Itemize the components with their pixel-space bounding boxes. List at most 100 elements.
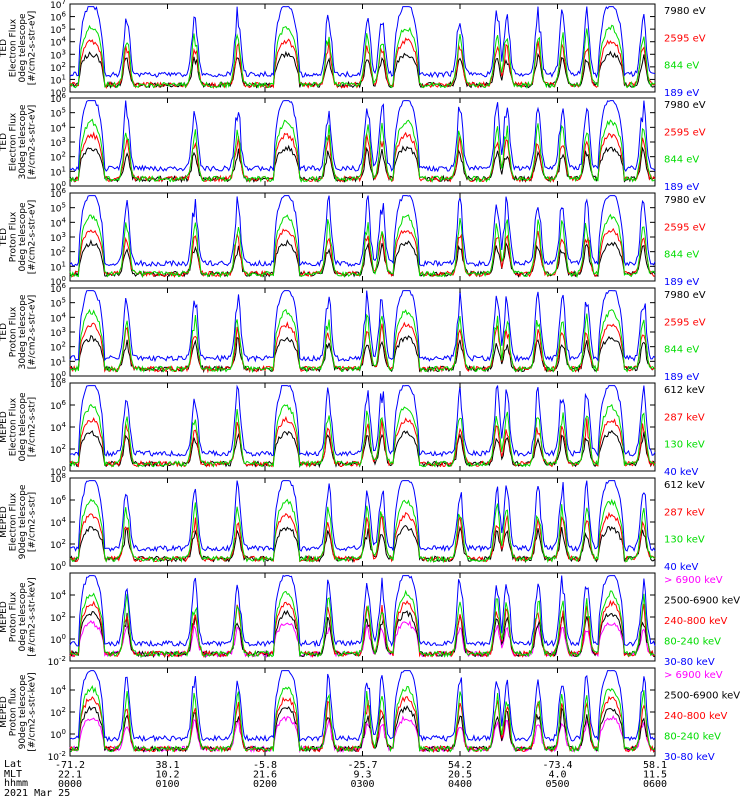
y-tick-label: 105 xyxy=(50,23,66,36)
legend-entry: 40 keV xyxy=(664,562,698,573)
legend-entry: > 6900 keV xyxy=(664,575,723,586)
x-tick-label: 0600 xyxy=(643,779,667,790)
series-trace xyxy=(69,670,656,743)
legend-entry: 189 eV xyxy=(664,277,699,288)
y-tick-label: 102 xyxy=(50,151,66,164)
y-axis-label: MEPEDProton Flux0deg telescope[#/cm2-s-s… xyxy=(0,577,38,656)
y-tick-label: 104 xyxy=(50,311,66,324)
y-tick-label: 100 xyxy=(50,86,66,99)
y-tick-label: 102 xyxy=(50,443,66,456)
x-tick-label: 4.0 xyxy=(548,770,566,781)
legend-entry: 7980 eV xyxy=(664,290,706,301)
y-tick-label: 106 xyxy=(50,494,66,507)
y-tick-label: 102 xyxy=(50,61,66,74)
legend-entry: 7980 eV xyxy=(664,195,706,206)
y-tick-label: 106 xyxy=(50,11,66,24)
legend-entry: 130 keV xyxy=(664,440,705,451)
series-trace xyxy=(69,213,656,279)
hhmm-row-label: hhmm xyxy=(4,778,29,789)
y-tick-label: 104 xyxy=(50,589,66,602)
legend-entry: 30-80 keV xyxy=(664,657,715,668)
legend-entry: 844 eV xyxy=(664,61,699,72)
y-tick-label: 10-2 xyxy=(48,655,66,668)
y-tick-label: 100 xyxy=(50,465,66,478)
series-trace xyxy=(69,194,656,268)
y-tick-label: 103 xyxy=(50,326,66,339)
legend-entry: 189 eV xyxy=(664,88,699,99)
y-tick-label: 106 xyxy=(50,187,66,200)
y-tick-label: 102 xyxy=(50,706,66,719)
legend-entry: 287 keV xyxy=(664,412,705,423)
panel-5: 100 102 104 106 108 MEPEDElectron Flux0deg te… xyxy=(0,377,705,478)
series-trace xyxy=(69,714,656,754)
series-trace xyxy=(69,403,656,468)
x-tick-label: 0500 xyxy=(545,779,569,790)
legend-entry: 80-240 keV xyxy=(664,732,721,743)
legend-entry: 844 eV xyxy=(664,250,699,261)
legend-entry: 2595 eV xyxy=(664,222,706,233)
legend-entry: 612 keV xyxy=(664,385,705,396)
y-tick-label: 102 xyxy=(50,538,66,551)
legend-entry: 40 keV xyxy=(664,467,698,478)
y-tick-label: 100 xyxy=(50,560,66,573)
panel-7: 10-2 100 102 104 MEPEDProton Flux0deg telesc… xyxy=(0,572,740,668)
y-tick-label: 100 xyxy=(50,370,66,383)
x-tick-label: 21.6 xyxy=(253,770,277,781)
legend-entry: 189 eV xyxy=(664,182,699,193)
y-tick-label: 101 xyxy=(50,260,66,273)
x-tick-label: -5.8 xyxy=(253,760,277,771)
series-trace xyxy=(69,100,656,173)
series-trace xyxy=(69,24,656,90)
x-tick-label: 0200 xyxy=(253,779,277,790)
series-trace xyxy=(69,321,656,374)
series-trace xyxy=(69,227,656,278)
legend-entry: 612 keV xyxy=(664,480,705,491)
y-tick-label: 106 xyxy=(50,399,66,412)
x-tick-label: 38.1 xyxy=(155,760,179,771)
y-tick-label: 104 xyxy=(50,516,66,529)
legend-entry: 189 eV xyxy=(664,372,699,383)
mlt-row-label: MLT xyxy=(4,768,23,780)
series-trace xyxy=(69,5,656,79)
series-trace xyxy=(69,384,656,458)
x-tick-label: 0400 xyxy=(448,779,472,790)
x-tick-label: -73.4 xyxy=(542,760,572,771)
y-tick-label: 104 xyxy=(50,684,66,697)
legend-entry: 240-800 keV xyxy=(664,616,728,627)
y-axis-label: TEDElectron Flux30deg telescope[#/cm2-s-… xyxy=(0,104,38,179)
series-trace xyxy=(69,498,656,564)
x-tick-label: 22.1 xyxy=(58,770,82,781)
y-tick-label: 106 xyxy=(50,92,66,105)
series-trace xyxy=(69,290,656,363)
legend-entry: 2500-6900 keV xyxy=(664,596,740,607)
y-tick-label: 100 xyxy=(50,180,66,193)
legend-entry: > 6900 keV xyxy=(664,670,723,681)
y-tick-label: 108 xyxy=(50,472,66,485)
y-tick-label: 10-2 xyxy=(48,750,66,763)
y-tick-label: 102 xyxy=(50,341,66,354)
y-tick-label: 104 xyxy=(50,421,66,434)
y-tick-label: 103 xyxy=(50,136,66,149)
x-tick-label: 54.2 xyxy=(448,760,472,771)
legend-entry: 287 keV xyxy=(664,507,705,518)
y-axis-label: MEPEDProton flux90deg telescope[#/cm2-s-… xyxy=(0,672,38,751)
y-axis-label: MEPEDElectron Flux90deg telescope[#/cm2-… xyxy=(0,484,38,559)
legend-entry: 7980 eV xyxy=(664,100,706,111)
y-tick-label: 100 xyxy=(50,728,66,741)
x-tick-label: 20.5 xyxy=(448,770,472,781)
x-tick-label: -25.7 xyxy=(347,760,377,771)
y-axis-label: TEDElectron Flux0deg telescope[#/cm2-s-s… xyxy=(0,11,38,86)
y-tick-label: 103 xyxy=(50,48,66,61)
legend-entry: 130 keV xyxy=(664,535,705,546)
legend-entry: 240-800 keV xyxy=(664,711,728,722)
y-tick-label: 105 xyxy=(50,297,66,310)
y-tick-label: 105 xyxy=(50,202,66,215)
date-label: 2021 Mar 25 xyxy=(4,787,71,799)
series-trace xyxy=(69,574,656,648)
series-trace xyxy=(69,589,656,658)
x-tick-label: 0000 xyxy=(58,779,82,790)
y-tick-label: 101 xyxy=(50,355,66,368)
